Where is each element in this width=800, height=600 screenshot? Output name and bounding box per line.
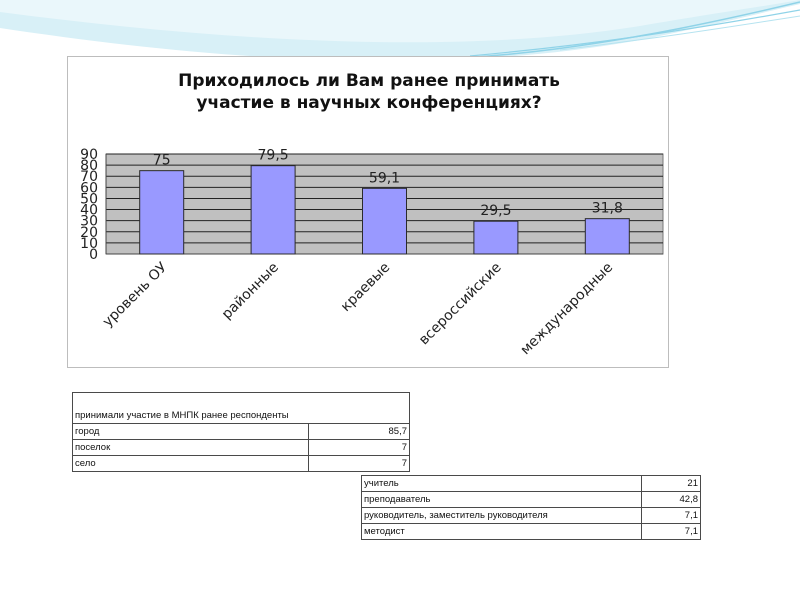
category-label: краевые <box>338 260 393 315</box>
bar <box>250 165 296 255</box>
row-value: 7 <box>308 439 410 456</box>
bar <box>362 187 407 255</box>
y-tick-label: 0 <box>89 247 98 263</box>
table-row: город 85,7 <box>72 423 410 440</box>
bar <box>584 218 630 255</box>
category-label: уровень ОУ <box>100 259 171 330</box>
row-value: 85,7 <box>308 423 410 440</box>
y-tick-label: 60 <box>80 180 98 196</box>
table-row: поселок 7 <box>72 439 410 456</box>
row-label: руководитель, заместитель руководителя <box>361 507 642 524</box>
y-tick-label: 80 <box>80 158 98 174</box>
y-tick-label: 40 <box>80 203 98 219</box>
table-row: преподаватель 42,8 <box>361 491 701 508</box>
table-header-cell: принимали участие в МНПК ранее респонден… <box>72 392 410 424</box>
row-value: 7,1 <box>641 523 701 540</box>
table-header-row: принимали участие в МНПК ранее респонден… <box>72 392 410 424</box>
row-value: 7 <box>308 455 410 472</box>
category-label: всероссийские <box>416 260 505 349</box>
settlement-table: принимали участие в МНПК ранее респонден… <box>72 392 410 472</box>
table-row: руководитель, заместитель руководителя 7… <box>361 507 701 524</box>
y-tick-label: 50 <box>80 191 98 207</box>
y-tick-label: 20 <box>80 225 98 241</box>
table-row: методист 7,1 <box>361 523 701 540</box>
chart-title-line-1: Приходилось ли Вам ранее принимать <box>178 71 560 91</box>
bar <box>139 170 185 255</box>
category-label: районные <box>219 260 282 323</box>
data-label: 31,8 <box>592 201 623 217</box>
table-row: учитель 21 <box>361 475 701 492</box>
row-label: методист <box>361 523 642 540</box>
category-label: международные <box>518 260 617 359</box>
y-tick-label: 70 <box>80 169 98 185</box>
chart-panel: Приходилось ли Вам ранее принимать участ… <box>67 56 669 368</box>
y-tick-label: 30 <box>80 214 98 230</box>
row-label: город <box>72 423 309 440</box>
swoosh-line-2 <box>469 9 800 57</box>
row-value: 21 <box>641 475 701 492</box>
row-label: преподаватель <box>361 491 642 508</box>
data-label: 59,1 <box>369 170 400 186</box>
row-value: 7,1 <box>641 507 701 524</box>
role-table: учитель 21 преподаватель 42,8 руководите… <box>361 475 701 540</box>
y-tick-label: 10 <box>80 236 98 252</box>
row-label: поселок <box>72 439 309 456</box>
row-value: 42,8 <box>641 491 701 508</box>
swoosh-band-mid <box>0 0 800 43</box>
swoosh-line-3 <box>559 15 800 51</box>
row-label: учитель <box>361 475 642 492</box>
y-tick-label: 90 <box>80 147 98 163</box>
data-label: 29,5 <box>480 203 511 219</box>
data-label: 75 <box>153 153 171 169</box>
table-row: село 7 <box>72 455 410 472</box>
data-label: 79,5 <box>258 148 289 164</box>
row-label: село <box>72 455 309 472</box>
chart-title-line-2: участие в научных конференциях? <box>196 93 542 113</box>
bar <box>473 220 519 255</box>
